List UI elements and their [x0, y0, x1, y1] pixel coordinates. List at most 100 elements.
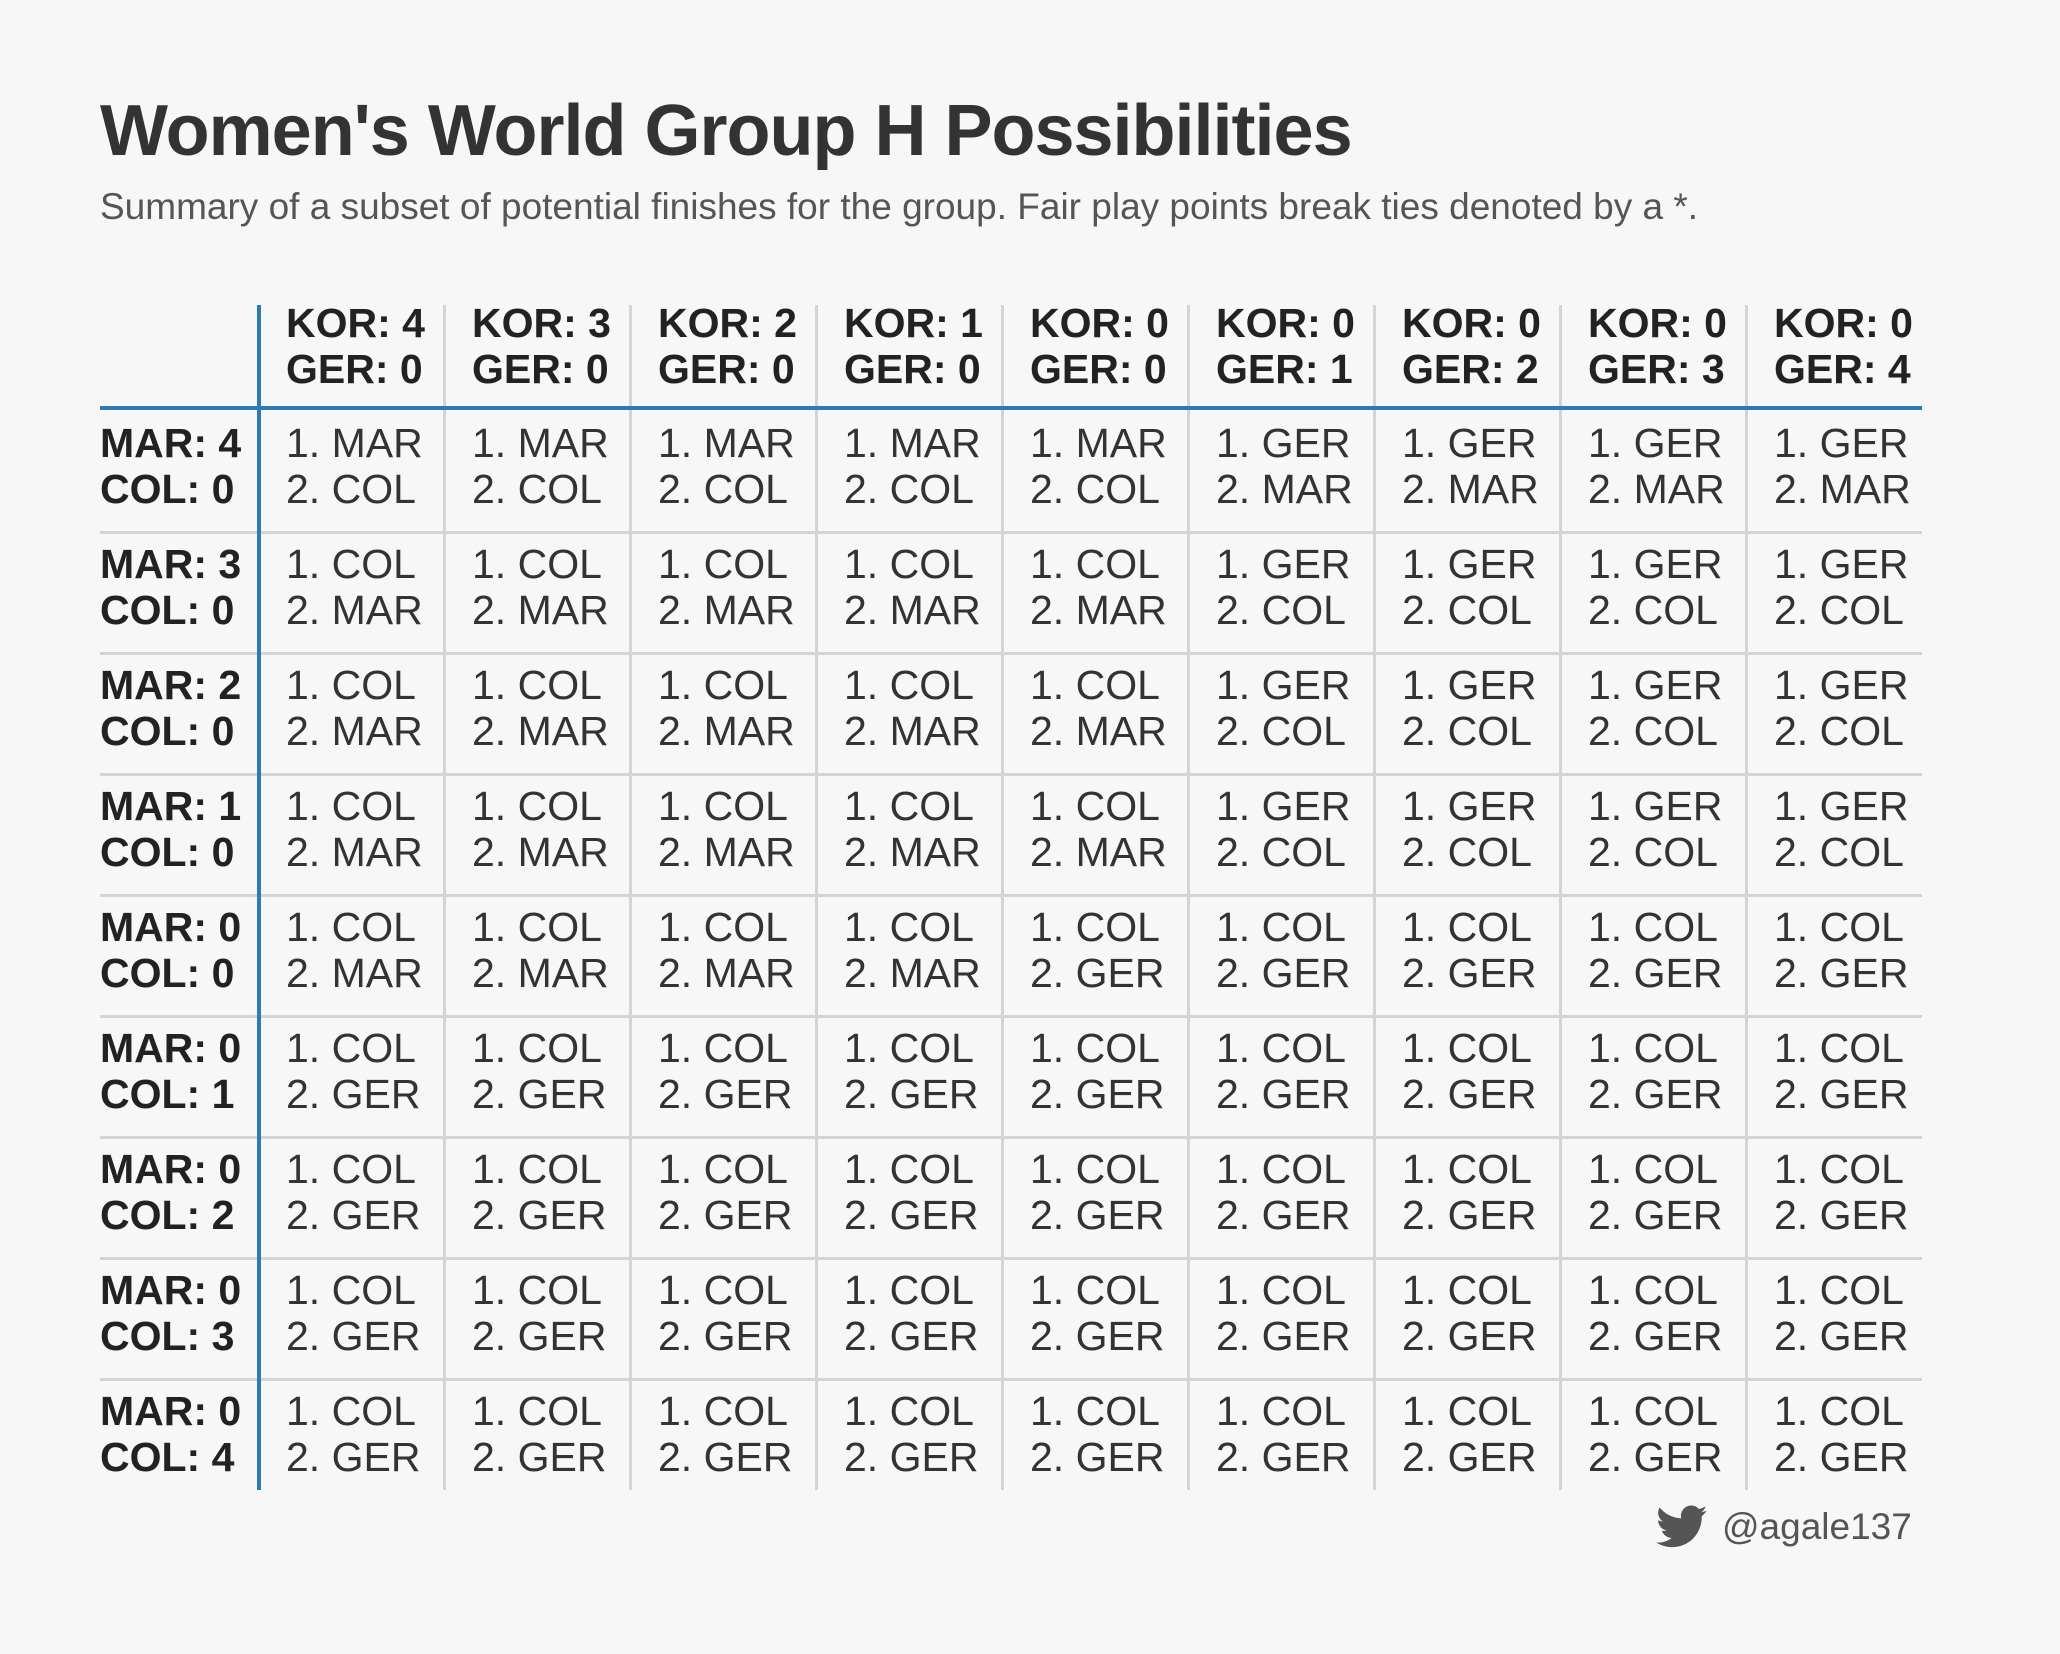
outcome-cell: 1. COL 2. GER — [1030, 1267, 1164, 1359]
outcome-cell-line-1: 1. COL — [1030, 1388, 1160, 1434]
column-header-line-2: GER: 4 — [1774, 346, 1911, 392]
outcome-cell-line-1: 1. COL — [1588, 1267, 1718, 1313]
outcome-cell: 1. GER 2. COL — [1588, 662, 1722, 754]
row-separator — [100, 894, 1922, 897]
row-header-line-2: COL: 0 — [100, 950, 235, 996]
outcome-cell-line-2: 2. GER — [1030, 1313, 1165, 1359]
outcome-cell-line-2: 2. COL — [1588, 708, 1718, 754]
outcome-cell: 1. GER 2. COL — [1774, 662, 1908, 754]
outcome-cell: 1. MAR 2. COL — [286, 420, 423, 512]
outcome-cell: 1. COL 2. GER — [1030, 1025, 1164, 1117]
outcome-cell-line-2: 2. GER — [286, 1192, 421, 1238]
outcome-cell: 1. MAR 2. COL — [658, 420, 795, 512]
outcome-cell: 1. COL 2. MAR — [844, 541, 981, 633]
outcome-cell-line-1: 1. COL — [1588, 1388, 1718, 1434]
outcome-cell-line-2: 2. GER — [1030, 950, 1165, 996]
outcome-cell-line-2: 2. GER — [1774, 1071, 1909, 1117]
outcome-cell-line-2: 2. MAR — [844, 950, 981, 996]
outcome-cell-line-2: 2. MAR — [286, 708, 423, 754]
outcome-cell-line-2: 2. GER — [286, 1071, 421, 1117]
outcome-cell-line-2: 2. COL — [844, 466, 974, 512]
outcome-cell-line-1: 1. COL — [286, 541, 416, 587]
outcome-cell-line-2: 2. GER — [1774, 950, 1909, 996]
outcome-cell-line-1: 1. COL — [1030, 662, 1160, 708]
outcome-cell: 1. COL 2. GER — [1216, 904, 1350, 996]
column-header: KOR: 0 GER: 0 — [1030, 300, 1169, 392]
outcome-cell-line-1: 1. COL — [286, 783, 416, 829]
outcome-cell-line-1: 1. MAR — [472, 420, 609, 466]
outcome-cell-line-1: 1. COL — [1030, 783, 1160, 829]
row-header-line-1: MAR: 2 — [100, 662, 242, 708]
outcome-cell-line-2: 2. MAR — [1216, 466, 1353, 512]
outcome-cell: 1. COL 2. MAR — [1030, 541, 1167, 633]
outcome-cell-line-1: 1. GER — [1774, 541, 1909, 587]
row-separator — [100, 1015, 1922, 1018]
outcome-cell-line-2: 2. GER — [1774, 1192, 1909, 1238]
outcome-cell-line-2: 2. GER — [1774, 1434, 1909, 1480]
outcome-cell-line-2: 2. GER — [472, 1434, 607, 1480]
outcome-cell-line-1: 1. COL — [1774, 1146, 1904, 1192]
outcome-cell: 1. GER 2. COL — [1774, 783, 1908, 875]
outcome-cell-line-2: 2. GER — [472, 1192, 607, 1238]
outcome-cell-line-2: 2. MAR — [1774, 466, 1911, 512]
outcome-cell: 1. COL 2. GER — [472, 1025, 606, 1117]
outcome-cell-line-2: 2. GER — [1216, 1434, 1351, 1480]
outcome-cell: 1. GER 2. COL — [1216, 662, 1350, 754]
outcome-cell-line-1: 1. COL — [1774, 1025, 1904, 1071]
outcome-cell-line-1: 1. COL — [658, 1146, 788, 1192]
outcome-cell: 1. GER 2. COL — [1402, 541, 1536, 633]
outcome-cell-line-2: 2. COL — [1588, 587, 1718, 633]
outcome-cell-line-1: 1. COL — [1216, 1146, 1346, 1192]
row-header-line-1: MAR: 4 — [100, 420, 242, 466]
row-header: MAR: 4 COL: 0 — [100, 420, 241, 512]
column-header: KOR: 3 GER: 0 — [472, 300, 611, 392]
credit: @agale137 — [1656, 1505, 1912, 1549]
outcome-cell-line-1: 1. COL — [472, 662, 602, 708]
outcome-cell-line-2: 2. MAR — [658, 587, 795, 633]
outcome-cell-line-1: 1. COL — [1774, 904, 1904, 950]
outcome-cell: 1. GER 2. COL — [1402, 783, 1536, 875]
outcome-cell-line-1: 1. MAR — [1030, 420, 1167, 466]
outcome-cell-line-1: 1. COL — [1030, 1025, 1160, 1071]
outcome-cell-line-1: 1. GER — [1216, 420, 1351, 466]
column-header-line-1: KOR: 0 — [1588, 300, 1727, 346]
outcome-cell-line-2: 2. COL — [1216, 587, 1346, 633]
outcome-cell: 1. COL 2. MAR — [286, 783, 423, 875]
row-header: MAR: 3 COL: 0 — [100, 541, 241, 633]
outcome-cell-line-2: 2. MAR — [658, 829, 795, 875]
row-header-rule — [257, 305, 261, 1490]
outcome-cell-line-1: 1. GER — [1216, 541, 1351, 587]
outcome-cell-line-2: 2. GER — [1216, 1071, 1351, 1117]
outcome-cell-line-2: 2. MAR — [472, 708, 609, 754]
outcome-cell-line-1: 1. GER — [1588, 662, 1723, 708]
column-header-line-2: GER: 0 — [286, 346, 423, 392]
column-header: KOR: 0 GER: 2 — [1402, 300, 1541, 392]
outcome-cell-line-2: 2. MAR — [472, 587, 609, 633]
outcome-cell-line-1: 1. COL — [1774, 1388, 1904, 1434]
outcome-cell-line-2: 2. GER — [286, 1434, 421, 1480]
row-separator — [100, 531, 1922, 534]
outcome-cell: 1. COL 2. MAR — [472, 662, 609, 754]
outcome-cell-line-2: 2. COL — [1216, 829, 1346, 875]
outcome-cell: 1. COL 2. GER — [1774, 904, 1908, 996]
outcome-cell-line-1: 1. COL — [658, 1388, 788, 1434]
column-separator — [629, 305, 632, 1490]
outcome-cell-line-1: 1. GER — [1402, 783, 1537, 829]
row-header-line-2: COL: 0 — [100, 829, 235, 875]
outcome-cell-line-1: 1. COL — [1588, 1025, 1718, 1071]
column-header-line-2: GER: 0 — [472, 346, 609, 392]
outcome-cell-line-1: 1. GER — [1216, 783, 1351, 829]
outcome-cell-line-1: 1. COL — [1588, 904, 1718, 950]
row-header-line-2: COL: 3 — [100, 1313, 235, 1359]
outcome-cell-line-1: 1. GER — [1774, 662, 1909, 708]
outcome-cell: 1. COL 2. MAR — [1030, 783, 1167, 875]
outcome-cell-line-1: 1. GER — [1774, 783, 1909, 829]
outcome-cell-line-2: 2. GER — [1030, 1192, 1165, 1238]
outcome-cell-line-2: 2. GER — [844, 1313, 979, 1359]
outcome-cell-line-2: 2. GER — [1402, 1434, 1537, 1480]
outcome-cell: 1. COL 2. GER — [658, 1146, 792, 1238]
outcome-cell: 1. COL 2. MAR — [286, 662, 423, 754]
outcome-cell-line-2: 2. MAR — [658, 950, 795, 996]
outcome-cell-line-1: 1. COL — [286, 1146, 416, 1192]
outcome-cell: 1. COL 2. GER — [472, 1267, 606, 1359]
